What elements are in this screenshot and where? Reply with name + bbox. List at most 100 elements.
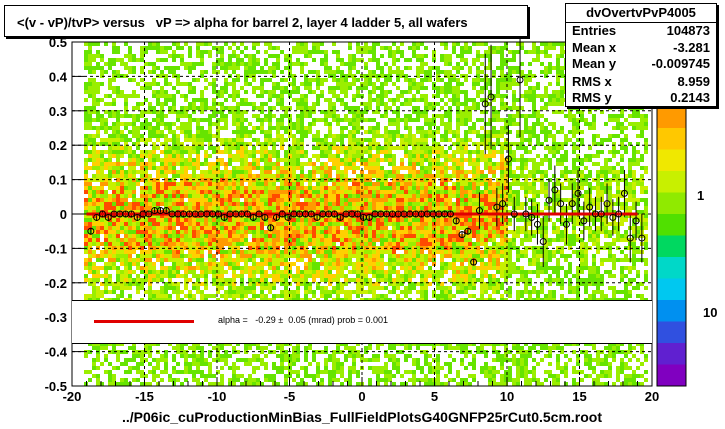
heatmap-cell: [456, 190, 460, 194]
heatmap-cell: [392, 234, 396, 238]
heatmap-cell: [224, 62, 228, 66]
heatmap-cell: [100, 126, 104, 130]
heatmap-cell: [384, 210, 388, 214]
heatmap-cell: [348, 222, 352, 226]
heatmap-cell: [176, 74, 180, 78]
heatmap-cell: [600, 226, 604, 230]
heatmap-cell: [300, 234, 304, 238]
heatmap-cell: [380, 174, 384, 178]
heatmap-cell: [412, 162, 416, 166]
heatmap-cell: [516, 130, 520, 134]
heatmap-cell: [344, 222, 348, 226]
heatmap-cell: [252, 102, 256, 106]
heatmap-cell: [632, 154, 636, 158]
heatmap-cell: [140, 170, 144, 174]
heatmap-cell: [380, 182, 384, 186]
heatmap-cell: [520, 206, 524, 210]
heatmap-cell: [140, 150, 144, 154]
heatmap-cell: [444, 206, 448, 210]
heatmap-cell: [620, 146, 624, 150]
heatmap-cell: [204, 50, 208, 54]
heatmap-cell: [248, 230, 252, 234]
heatmap-cell: [188, 46, 192, 50]
heatmap-cell: [520, 174, 524, 178]
heatmap-cell: [152, 210, 156, 214]
heatmap-cell: [360, 206, 364, 210]
heatmap-cell: [112, 166, 116, 170]
heatmap-cell: [108, 214, 112, 218]
heatmap-cell: [268, 222, 272, 226]
heatmap-cell: [136, 222, 140, 226]
heatmap-cell: [240, 130, 244, 134]
heatmap-cell: [180, 182, 184, 186]
heatmap-cell: [104, 62, 108, 66]
heatmap-cell: [240, 206, 244, 210]
heatmap-cell: [164, 234, 168, 238]
heatmap-cell: [644, 186, 648, 190]
heatmap-cell: [412, 118, 416, 122]
heatmap-cell: [396, 194, 400, 198]
heatmap-cell: [308, 110, 312, 114]
heatmap-cell: [204, 190, 208, 194]
heatmap-cell: [88, 150, 92, 154]
heatmap-cell: [552, 210, 556, 214]
heatmap-cell: [88, 106, 92, 110]
heatmap-cell: [224, 226, 228, 230]
heatmap-cell: [364, 182, 368, 186]
heatmap-cell: [200, 142, 204, 146]
heatmap-cell: [220, 170, 224, 174]
heatmap-cell: [296, 230, 300, 234]
heatmap-cell: [180, 218, 184, 222]
heatmap-cell: [296, 234, 300, 238]
heatmap-cell: [252, 222, 256, 226]
heatmap-cell: [84, 198, 88, 202]
heatmap-cell: [104, 110, 108, 114]
heatmap-cell: [456, 210, 460, 214]
heatmap-cell: [148, 102, 152, 106]
heatmap-cell: [164, 46, 168, 50]
heatmap-cell: [620, 126, 624, 130]
heatmap-cell: [440, 90, 444, 94]
heatmap-cell: [504, 126, 508, 130]
heatmap-cell: [412, 78, 416, 82]
heatmap-cell: [500, 166, 504, 170]
heatmap-cell: [236, 158, 240, 162]
heatmap-cell: [468, 202, 472, 206]
heatmap-cell: [108, 82, 112, 86]
heatmap-cell: [236, 194, 240, 198]
heatmap-cell: [420, 218, 424, 222]
heatmap-cell: [224, 202, 228, 206]
heatmap-cell: [260, 142, 264, 146]
heatmap-cell: [524, 82, 528, 86]
heatmap-cell: [356, 174, 360, 178]
heatmap-cell: [244, 118, 248, 122]
heatmap-cell: [128, 46, 132, 50]
heatmap-cell: [384, 62, 388, 66]
heatmap-cell: [92, 186, 96, 190]
heatmap-cell: [164, 114, 168, 118]
heatmap-cell: [544, 86, 548, 90]
heatmap-cell: [348, 110, 352, 114]
heatmap-cell: [216, 230, 220, 234]
heatmap-cell: [528, 186, 532, 190]
heatmap-cell: [180, 114, 184, 118]
heatmap-cell: [464, 234, 468, 238]
heatmap-cell: [412, 170, 416, 174]
heatmap-cell: [536, 122, 540, 126]
heatmap-cell: [556, 162, 560, 166]
heatmap-cell: [284, 90, 288, 94]
heatmap-cell: [156, 134, 160, 138]
heatmap-cell: [276, 98, 280, 102]
heatmap-cell: [456, 146, 460, 150]
heatmap-cell: [488, 202, 492, 206]
heatmap-cell: [160, 222, 164, 226]
heatmap-cell: [372, 202, 376, 206]
heatmap-cell: [88, 198, 92, 202]
heatmap-cell: [532, 230, 536, 234]
heatmap-cell: [172, 226, 176, 230]
heatmap-cell: [180, 186, 184, 190]
heatmap-cell: [264, 174, 268, 178]
heatmap-cell: [208, 42, 212, 46]
heatmap-cell: [144, 98, 148, 102]
heatmap-cell: [640, 186, 644, 190]
